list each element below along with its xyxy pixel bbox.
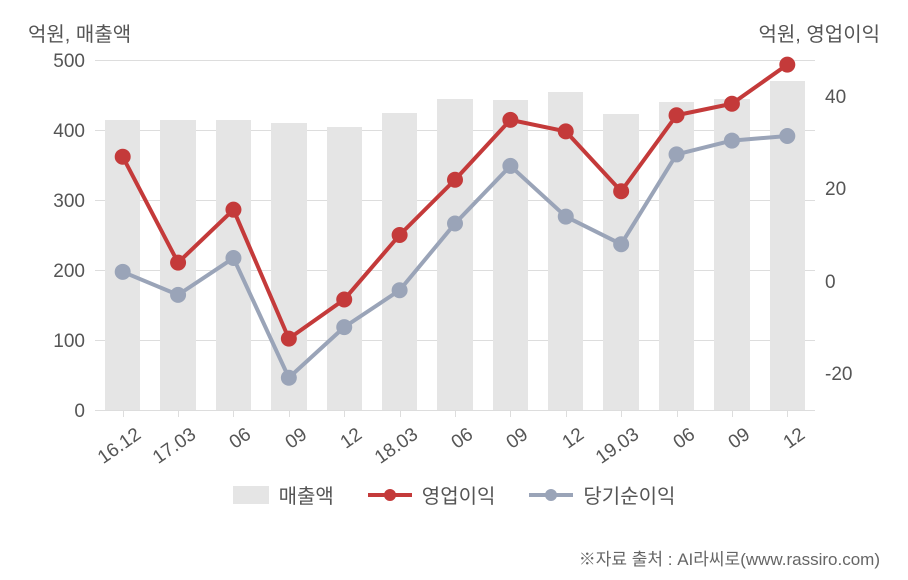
left-tick: 200 (53, 261, 85, 283)
x-tick-label: 06 (202, 424, 256, 471)
series-marker (780, 129, 794, 143)
x-tick-mark (178, 410, 179, 417)
legend-swatch-line (368, 493, 412, 497)
series-marker (503, 113, 517, 127)
x-tick-mark (123, 410, 124, 417)
series-marker (448, 216, 462, 230)
series-marker (116, 150, 130, 164)
right-axis-title: 억원, 영업이익 (758, 18, 880, 47)
left-tick: 0 (74, 401, 85, 423)
right-tick: 40 (825, 87, 846, 109)
legend-label: 매출액 (279, 480, 334, 509)
legend-item: 영업이익 (368, 480, 496, 509)
series-line (123, 65, 788, 339)
legend-item: 매출액 (233, 480, 334, 509)
series-marker (780, 58, 794, 72)
x-tick-mark (400, 410, 401, 417)
x-tick-label: 12 (313, 424, 367, 471)
x-tick-label: 09 (258, 424, 312, 471)
series-marker (670, 147, 684, 161)
x-tick-mark (289, 410, 290, 417)
x-tick-mark (455, 410, 456, 417)
legend-item: 당기순이익 (529, 480, 675, 509)
left-tick: 500 (53, 51, 85, 73)
series-marker (282, 371, 296, 385)
series-marker (725, 97, 739, 111)
line-layer (95, 60, 815, 410)
legend-label: 당기순이익 (583, 480, 675, 509)
right-tick: -20 (825, 364, 852, 386)
left-tick: 100 (53, 331, 85, 353)
left-tick: 400 (53, 121, 85, 143)
legend-dot-icon (384, 489, 396, 501)
series-marker (393, 228, 407, 242)
series-marker (337, 320, 351, 334)
x-tick-label: 18.03 (369, 424, 423, 471)
series-marker (171, 288, 185, 302)
left-tick: 300 (53, 191, 85, 213)
series-marker (226, 251, 240, 265)
x-tick-mark (510, 410, 511, 417)
x-tick-label: 06 (646, 424, 700, 471)
legend-label: 영업이익 (422, 480, 496, 509)
series-marker (226, 203, 240, 217)
x-tick-mark (732, 410, 733, 417)
legend: 매출액 영업이익 당기순이익 (0, 480, 908, 509)
financial-chart: 억원, 매출액 억원, 영업이익 매출액 영업이익 당기순이익 ※자료 출처 : A… (0, 0, 908, 580)
x-tick-label: 17.03 (147, 424, 201, 471)
x-tick-label: 06 (424, 424, 478, 471)
x-tick-label: 09 (701, 424, 755, 471)
x-tick-mark (621, 410, 622, 417)
series-marker (116, 265, 130, 279)
series-marker (559, 210, 573, 224)
series-marker (503, 159, 517, 173)
right-tick: 20 (825, 179, 846, 201)
legend-swatch-line (529, 493, 573, 497)
x-tick-label: 16.12 (92, 424, 146, 471)
x-tick-mark (344, 410, 345, 417)
x-tick-label: 12 (535, 424, 589, 471)
series-marker (393, 283, 407, 297)
x-tick-label: 19.03 (590, 424, 644, 471)
series-marker (282, 332, 296, 346)
series-marker (171, 256, 185, 270)
legend-swatch-bar (233, 486, 269, 504)
x-tick-mark (787, 410, 788, 417)
series-marker (337, 292, 351, 306)
series-marker (614, 184, 628, 198)
series-marker (670, 108, 684, 122)
x-tick-label: 09 (479, 424, 533, 471)
series-marker (448, 173, 462, 187)
left-axis-title: 억원, 매출액 (28, 18, 131, 47)
x-tick-mark (566, 410, 567, 417)
series-marker (559, 124, 573, 138)
plot-area (95, 60, 815, 410)
source-note: ※자료 출처 : AI라씨로(www.rassiro.com) (579, 545, 880, 570)
right-tick: 0 (825, 272, 836, 294)
x-tick-label: 12 (756, 424, 810, 471)
series-marker (614, 237, 628, 251)
x-tick-mark (677, 410, 678, 417)
legend-dot-icon (545, 489, 557, 501)
series-marker (725, 134, 739, 148)
x-tick-mark (233, 410, 234, 417)
